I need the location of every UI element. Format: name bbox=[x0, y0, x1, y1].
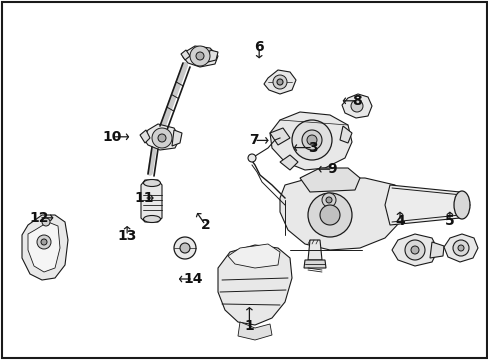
Polygon shape bbox=[227, 244, 280, 268]
Text: 8: 8 bbox=[351, 94, 361, 108]
Circle shape bbox=[196, 52, 203, 60]
Polygon shape bbox=[269, 112, 351, 170]
Polygon shape bbox=[141, 180, 162, 222]
Circle shape bbox=[152, 128, 172, 148]
Polygon shape bbox=[339, 126, 351, 143]
Polygon shape bbox=[181, 50, 190, 60]
Text: 14: 14 bbox=[183, 272, 203, 286]
Circle shape bbox=[158, 134, 165, 142]
Circle shape bbox=[325, 197, 331, 203]
Circle shape bbox=[247, 154, 256, 162]
Ellipse shape bbox=[453, 191, 469, 219]
Circle shape bbox=[307, 193, 351, 237]
Polygon shape bbox=[391, 234, 437, 266]
Polygon shape bbox=[307, 240, 321, 260]
Circle shape bbox=[272, 75, 286, 89]
Circle shape bbox=[42, 218, 50, 226]
Polygon shape bbox=[238, 322, 271, 340]
Text: 4: 4 bbox=[394, 215, 404, 228]
Polygon shape bbox=[384, 185, 469, 225]
Polygon shape bbox=[218, 245, 291, 325]
Circle shape bbox=[174, 237, 196, 259]
Text: 7: 7 bbox=[249, 134, 259, 147]
Text: 5: 5 bbox=[444, 215, 454, 228]
Polygon shape bbox=[22, 215, 68, 280]
Text: 6: 6 bbox=[254, 40, 264, 54]
Polygon shape bbox=[28, 222, 60, 272]
Circle shape bbox=[306, 135, 316, 145]
Text: 9: 9 bbox=[327, 162, 337, 176]
Circle shape bbox=[319, 205, 339, 225]
Ellipse shape bbox=[143, 216, 160, 222]
Circle shape bbox=[457, 245, 463, 251]
Polygon shape bbox=[183, 46, 218, 67]
Polygon shape bbox=[172, 130, 182, 146]
Polygon shape bbox=[207, 50, 218, 62]
Polygon shape bbox=[140, 130, 150, 143]
Text: 11: 11 bbox=[134, 191, 154, 205]
Circle shape bbox=[291, 120, 331, 160]
Text: 1: 1 bbox=[244, 319, 254, 333]
Text: 3: 3 bbox=[307, 141, 317, 154]
Circle shape bbox=[190, 46, 209, 66]
Polygon shape bbox=[429, 242, 443, 258]
Polygon shape bbox=[304, 260, 325, 268]
Circle shape bbox=[37, 235, 51, 249]
Circle shape bbox=[302, 130, 321, 150]
Polygon shape bbox=[280, 178, 404, 250]
Text: 10: 10 bbox=[102, 130, 122, 144]
Polygon shape bbox=[264, 70, 295, 94]
Polygon shape bbox=[269, 128, 289, 145]
Polygon shape bbox=[142, 124, 180, 150]
Polygon shape bbox=[311, 186, 346, 213]
Polygon shape bbox=[299, 168, 359, 192]
Polygon shape bbox=[341, 94, 371, 118]
Circle shape bbox=[276, 79, 283, 85]
Text: 13: 13 bbox=[117, 229, 137, 243]
Polygon shape bbox=[280, 155, 297, 170]
Ellipse shape bbox=[143, 180, 160, 186]
Polygon shape bbox=[443, 234, 477, 262]
Circle shape bbox=[404, 240, 424, 260]
Circle shape bbox=[350, 100, 362, 112]
Circle shape bbox=[41, 239, 47, 245]
Text: 12: 12 bbox=[29, 211, 49, 225]
Circle shape bbox=[321, 193, 335, 207]
Circle shape bbox=[410, 246, 418, 254]
Circle shape bbox=[452, 240, 468, 256]
Text: 2: 2 bbox=[200, 218, 210, 232]
Circle shape bbox=[180, 243, 190, 253]
